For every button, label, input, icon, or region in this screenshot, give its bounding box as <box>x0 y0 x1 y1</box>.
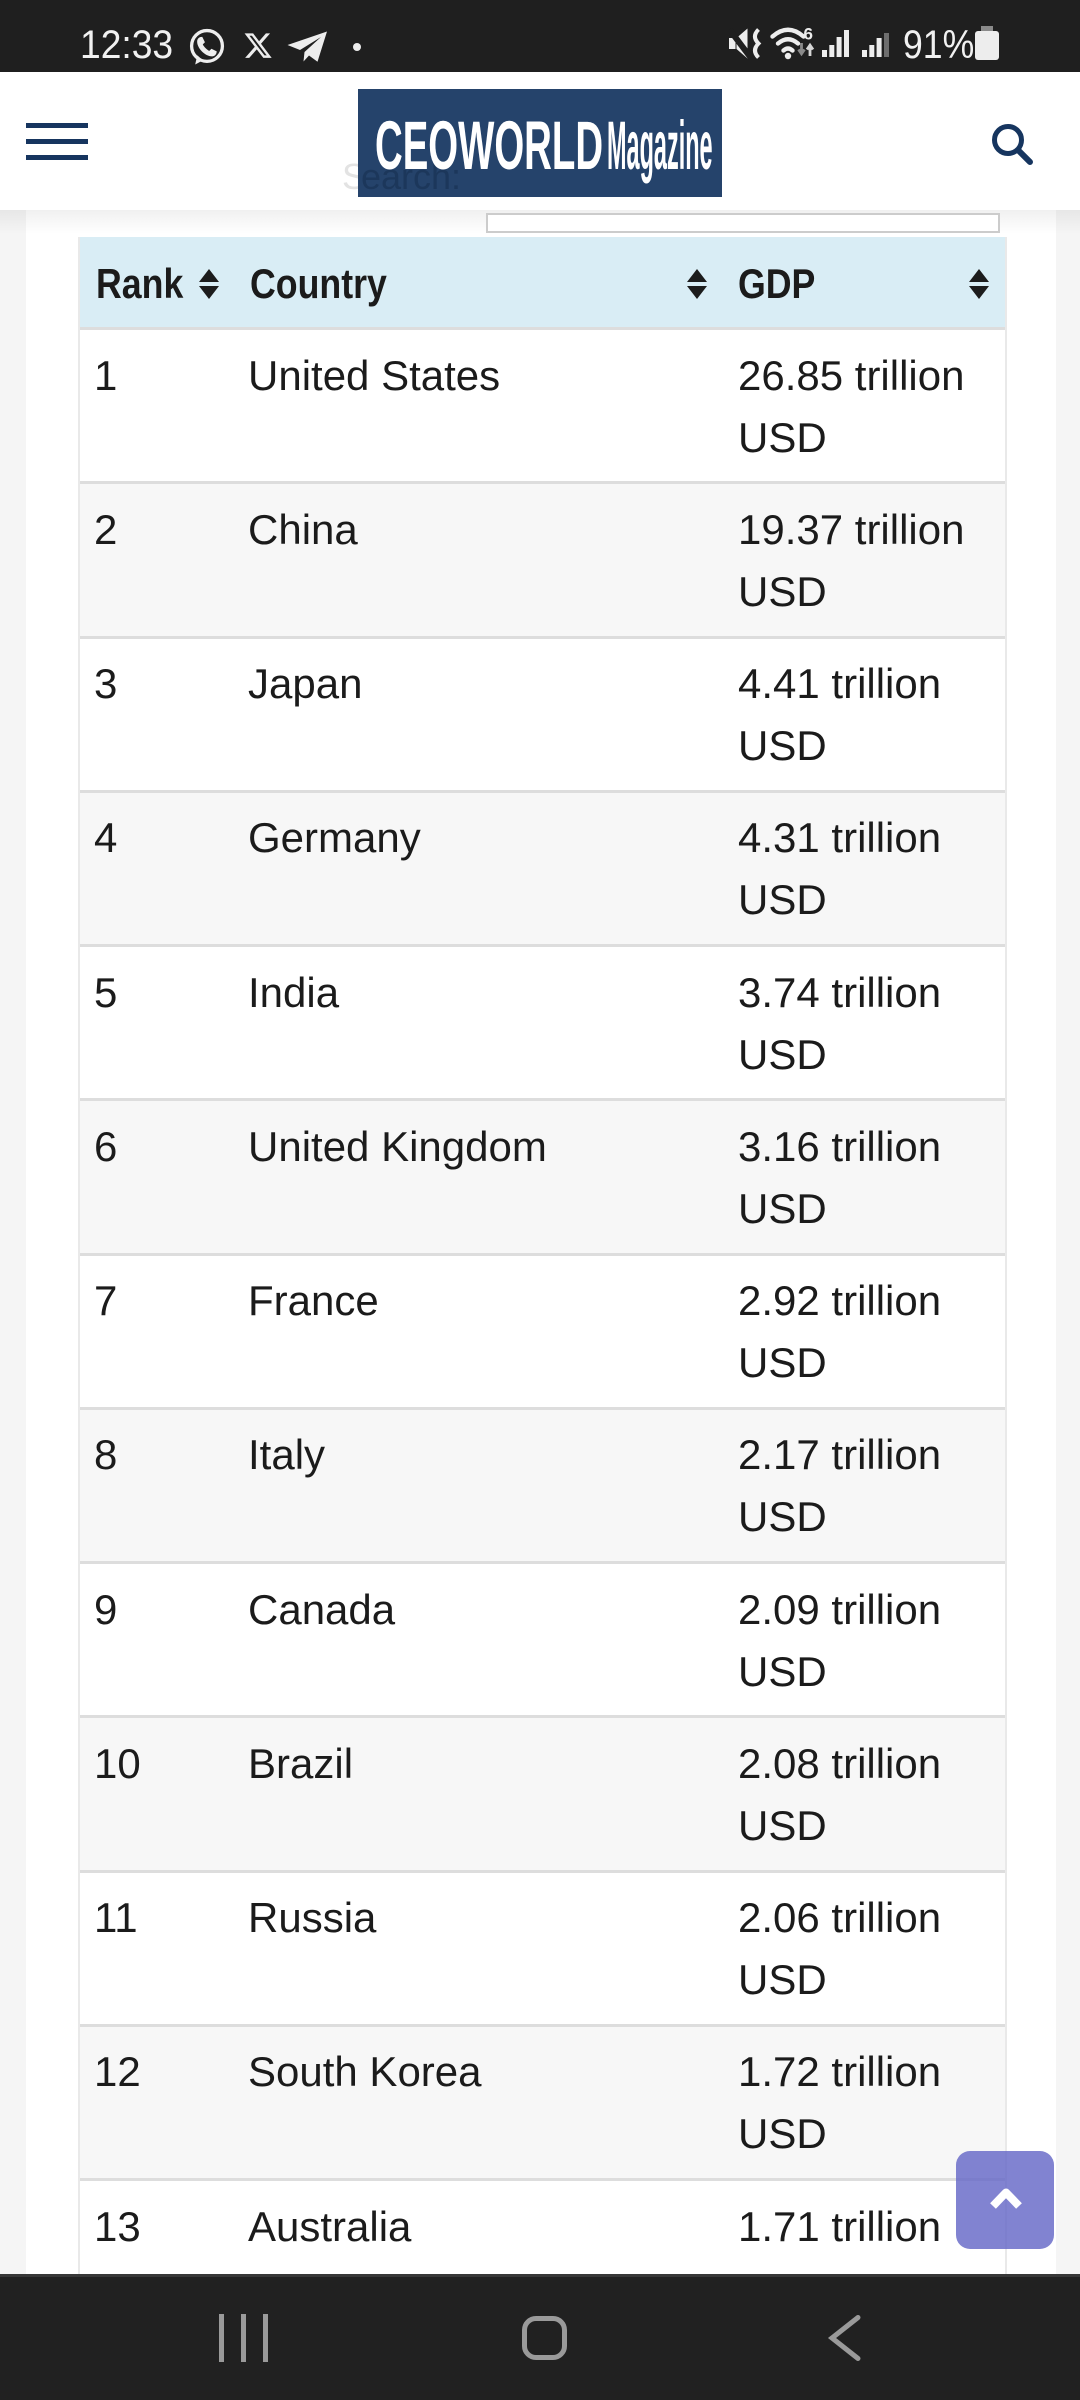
svg-text:6: 6 <box>804 26 813 44</box>
